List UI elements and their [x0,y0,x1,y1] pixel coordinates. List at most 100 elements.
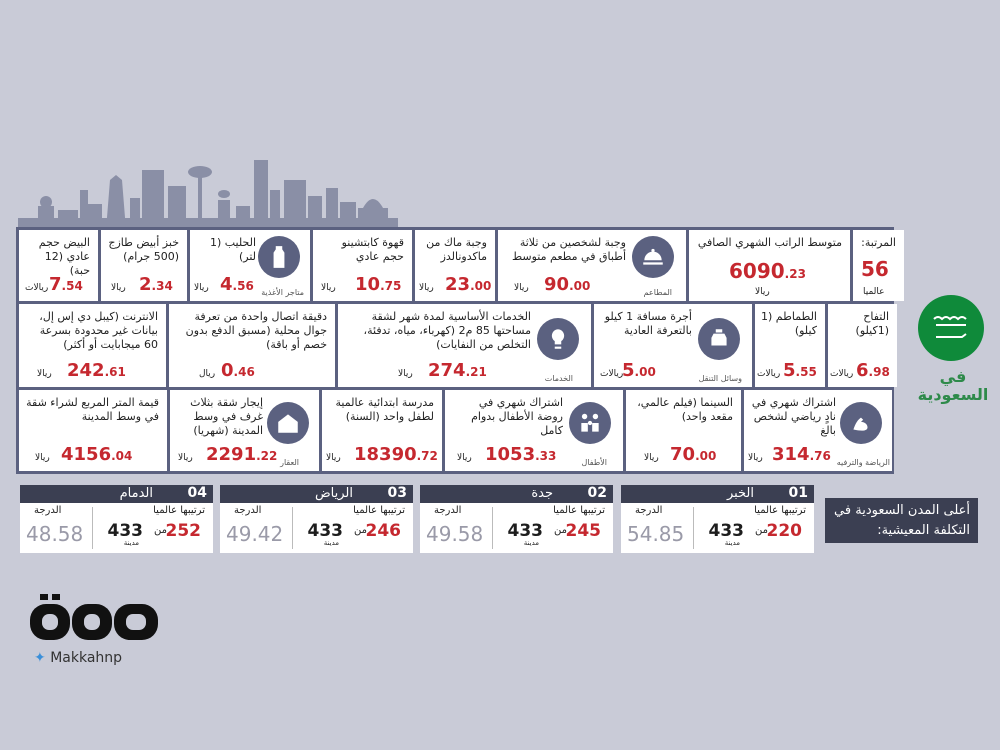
makkah-newspaper-logo [30,594,158,640]
city-card-1: الخبر 01 ترتيبها عالميا الدرجة 220 من 433… [621,485,814,553]
rent-currency: ريالا [178,453,193,463]
of-label: من [755,525,768,536]
bread-currency: ريالا [111,283,126,293]
city-name: الخبر [726,486,754,501]
cell-bread: خبز أبيض طازج (500 جرام) 2.34 ريالا [101,230,187,301]
house-icon [267,402,309,444]
milk-currency: ريالا [194,283,209,293]
eggs-label: البيض حجم عادي (12 حبة) [38,236,90,277]
cappuccino-value: 10.75 [355,274,402,295]
city-number: 04 [187,485,207,501]
mcmeal-label: وجبة ماك من ماكدونالدز [426,236,487,263]
utilities-label: الخدمات الأساسية لمدة شهر لشقة مساحتها 8… [363,310,531,351]
utilities-caption: الخدمات [544,374,573,383]
cost-of-living-grid: البيض حجم عادي (12 حبة) 7.54 ريالات خبز … [16,227,904,474]
cell-sqm-price: قيمة المتر المربع لشراء شقة في وسط المدي… [19,390,167,471]
city-rank: 245 [565,521,602,541]
milk-label: الحليب (1 لتر) [209,236,256,263]
divider [693,507,694,549]
cell-taxi: أجرة مسافة 1 كيلو بالتعرفة العادية وسائل… [594,304,752,387]
cell-cinema: السينما (فيلم عالمي، مقعد واحد) 70.00 ري… [626,390,741,471]
mobile-value: 0.46 [221,360,255,381]
rank-caption: ترتيبها عالميا [153,505,205,516]
kindergarten-label: اشتراك شهري في روضة الأطفال بدوام كامل [471,396,563,437]
cell-apples: التفاح (1كيلو) 6.98 ريالات [828,304,897,387]
gym-value: 314.76 [772,444,831,465]
taxi-caption: وسائل التنقل [698,374,742,383]
city-score: 49.58 [426,522,484,546]
rank-caption: ترتيبها عالميا [553,505,605,516]
tomatoes-currency: ريالات [757,369,781,379]
taxi-label: أجرة مسافة 1 كيلو بالتعرفة العادية [604,310,692,337]
handle-text: Makkahnp [50,650,123,666]
taxi-value: 5.00 [622,360,656,381]
city-number: 02 [587,485,607,501]
of-label: من [354,525,367,536]
internet-label: الانترنت (كيبل دي إس إل، بيانات غير محدو… [39,310,158,351]
eggs-value: 7.54 [49,274,83,295]
sqm-price-value: 4156.04 [61,444,133,465]
city-rank: 246 [365,521,402,541]
flag-caption: في السعودية [917,367,989,404]
cappuccino-currency: ريالا [321,283,336,293]
restaurant-meal-currency: ريالا [514,283,529,293]
gym-label: اشتراك شهري في نادٍ رياضي لشخص بالغ [751,396,836,437]
cell-internet: الانترنت (كيبل دي إس إل، بيانات غير محدو… [19,304,166,387]
city-name: الدمام [119,486,153,501]
rank-caption: ترتيبها عالميا [754,505,806,516]
city-card-4: الدمام 04 ترتيبها عالميا الدرجة 252 من 43… [20,485,213,553]
tomatoes-label: الطماطم (1 كيلو) [760,310,817,337]
cell-tomatoes: الطماطم (1 كيلو) 5.55 ريالات [755,304,825,387]
family-icon [569,402,611,444]
apples-value: 6.98 [856,360,890,381]
salary-value: 6090.23 [729,259,806,283]
internet-value: 242.61 [67,360,126,381]
rank-sub: عالميا [863,287,885,297]
twitter-handle[interactable]: ✦ Makkahnp [34,650,122,666]
cell-milk: الحليب (1 لتر) متاجر الأغذية 4.56 ريالا [190,230,310,301]
cell-mcmeal: وجبة ماك من ماكدونالدز 23.00 ريالا [415,230,495,301]
salary-currency: ريالا [755,287,770,297]
apples-label: التفاح (1كيلو) [855,310,889,337]
serving-dish-icon [632,236,674,278]
mcmeal-value: 23.00 [445,274,492,295]
divider [92,507,93,549]
school-currency: ريالا [326,453,341,463]
cell-rent: إيجار شقة بثلاث غرف في وسط المدينة (شهري… [170,390,319,471]
bread-value: 2.34 [139,274,173,295]
restaurant-meal-label: وجبة لشخصين من ثلاثة أطباق في مطعم متوسط [511,236,626,263]
city-word: مدينة [123,539,139,547]
eggs-currency: ريالات [25,283,49,293]
utilities-currency: ريالا [398,369,413,379]
milk-value: 4.56 [220,274,254,295]
city-total: 433 [307,521,344,541]
city-card-3: الرياض 03 ترتيبها عالميا الدرجة 246 من 43… [220,485,413,553]
city-number: 01 [788,485,808,501]
rent-caption: العقار [280,458,299,467]
rank-value: 56 [861,257,889,281]
city-total: 433 [507,521,544,541]
divider [292,507,293,549]
rank-label: المرتبة: [861,236,896,249]
city-word: مدينة [523,539,539,547]
bread-label: خبز أبيض طازج (500 جرام) [108,236,179,263]
cell-restaurant-meal: وجبة لشخصين من ثلاثة أطباق في مطعم متوسط… [498,230,686,301]
city-word: مدينة [724,539,740,547]
city-name: الرياض [314,486,353,501]
cell-gym: اشتراك شهري في نادٍ رياضي لشخص بالغ الري… [744,390,892,471]
divider [492,507,493,549]
city-skyline-illustration [18,160,398,230]
kindergarten-caption: الأطفال [581,458,607,467]
city-rank: 252 [165,521,202,541]
rank-caption: ترتيبها عالميا [353,505,405,516]
sqm-price-label: قيمة المتر المربع لشراء شقة في وسط المدي… [26,396,159,423]
cinema-value: 70.00 [670,444,717,465]
gym-caption: الرياضة والترفيه [836,458,890,467]
city-word: مدينة [323,539,339,547]
salary-label: متوسط الراتب الشهري الصافي [697,236,842,249]
mobile-currency: ريال [199,369,216,379]
school-label: مدرسة ابتدائية عالمية لطفل واحد (السنة) [335,396,434,423]
city-number: 03 [387,485,407,501]
city-rank: 220 [766,521,803,541]
rent-value: 2291.22 [206,444,278,465]
